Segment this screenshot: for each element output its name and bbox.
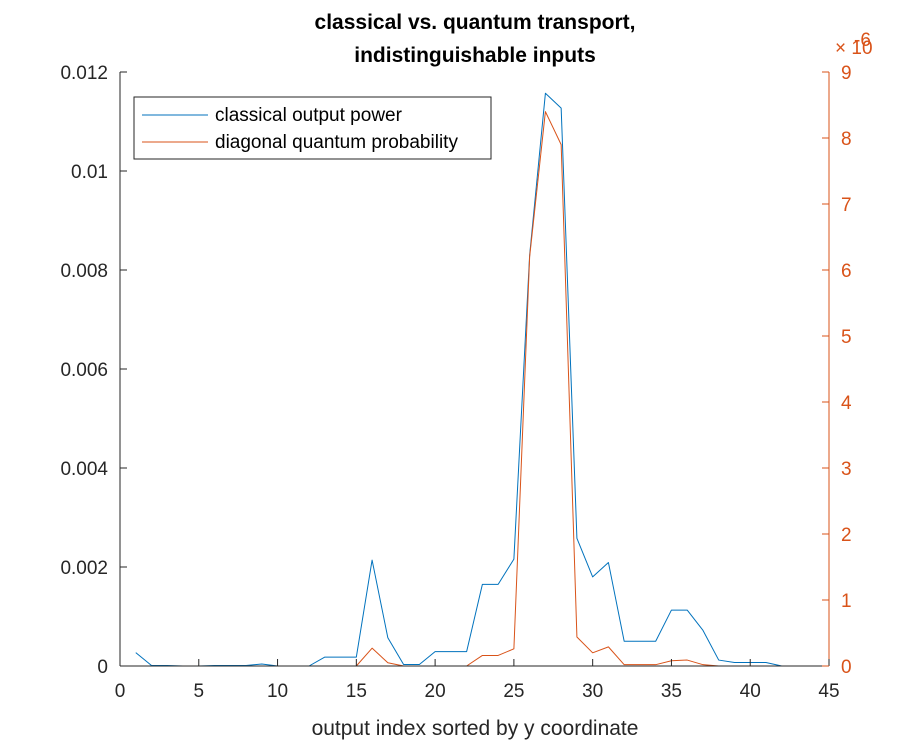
- exponent-power: -6: [854, 30, 871, 51]
- chart-title-line-2: indistinguishable inputs: [354, 44, 596, 67]
- x-tick-label: 0: [115, 681, 126, 702]
- legend-label-quantum: diagonal quantum probability: [215, 132, 458, 153]
- x-tick-label: 10: [267, 681, 288, 702]
- y-right-tick-label: 8: [841, 129, 852, 150]
- y-left-tick-label: 0.002: [60, 558, 108, 579]
- y-right-tick-label: 6: [841, 261, 852, 282]
- x-tick-label: 15: [346, 681, 367, 702]
- y-left-tick-label: 0: [97, 657, 108, 678]
- x-tick-label: 30: [582, 681, 603, 702]
- legend-label-classical: classical output power: [215, 105, 403, 126]
- x-tick-label: 35: [661, 681, 682, 702]
- y-right-tick-label: 3: [841, 459, 852, 480]
- x-tick-label: 25: [503, 681, 524, 702]
- x-tick-label: 5: [193, 681, 204, 702]
- y-left-tick-label: 0.004: [60, 459, 108, 480]
- y-left-tick-label: 0.012: [60, 63, 108, 84]
- chart-title-line-1: classical vs. quantum transport,: [315, 11, 636, 34]
- y-right-tick-label: 7: [841, 195, 852, 216]
- y-right-tick-label: 2: [841, 525, 852, 546]
- x-tick-label: 45: [818, 681, 839, 702]
- y-left-tick-label: 0.01: [71, 162, 108, 183]
- y-right-tick-label: 0: [841, 657, 852, 678]
- legend-box: [133, 96, 492, 160]
- axes: 0 5 10 15 20 25 30 35 40 4500.0020.0040.0060.0080…: [60, 63, 852, 702]
- y-right-tick-label: 9: [841, 63, 852, 84]
- series-line-classical: [135, 92, 829, 667]
- right-axis-exponent: × 10 -6: [835, 30, 873, 59]
- x-axis-label: output index sorted by y coordinate: [312, 717, 639, 740]
- legend: classical output power diagonal quantum …: [133, 96, 492, 160]
- y-left-tick-label: 0.008: [60, 261, 108, 282]
- x-tick-label: 20: [425, 681, 446, 702]
- series-layer: [135, 92, 829, 667]
- series-line-quantum: [135, 111, 829, 667]
- y-left-tick-label: 0.006: [60, 360, 108, 381]
- x-tick-label: 40: [740, 681, 761, 702]
- y-right-tick-label: 5: [841, 327, 852, 348]
- exponent-base: × 10: [835, 38, 873, 59]
- y-right-tick-label: 4: [841, 393, 852, 414]
- y-right-tick-label: 1: [841, 591, 852, 612]
